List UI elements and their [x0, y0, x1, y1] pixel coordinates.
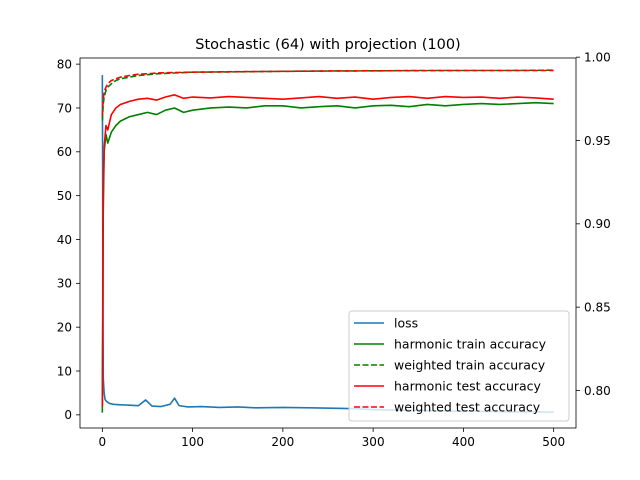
- chart-title: Stochastic (64) with projection (100): [195, 37, 460, 53]
- series-line-3: [101, 69, 554, 121]
- y-right-tick-label: 1.00: [584, 50, 611, 64]
- series-line-5: [101, 69, 554, 116]
- legend-label: weighted train accuracy: [394, 358, 546, 373]
- y-left-tick-label: 80: [57, 57, 72, 71]
- y-left-tick-label: 0: [64, 408, 72, 422]
- x-tick-label: 200: [271, 435, 294, 449]
- x-tick-label: 0: [99, 435, 107, 449]
- y-left-tick-label: 40: [57, 233, 72, 247]
- y-left-tick-label: 70: [57, 101, 72, 115]
- series-line-4: [101, 94, 554, 407]
- y-right-tick-label: 0.90: [584, 217, 611, 231]
- y-axis-right: 0.80 0.85 0.90 0.95 1.00: [576, 50, 611, 398]
- plot-frame: [79, 57, 577, 429]
- y-right-tick-label: 0.80: [584, 384, 611, 398]
- y-right-tick-label: 0.95: [584, 134, 611, 148]
- legend-label: harmonic train accuracy: [394, 337, 547, 352]
- y-left-tick-label: 50: [57, 189, 72, 203]
- x-tick-label: 400: [452, 435, 475, 449]
- series-line-2: [101, 101, 554, 413]
- y-left-tick-label: 30: [57, 277, 72, 291]
- y-right-tick-label: 0.85: [584, 300, 611, 314]
- x-axis: 0 100 200 300 400 500: [99, 428, 565, 449]
- x-tick-label: 300: [362, 435, 385, 449]
- y-left-tick-label: 10: [57, 364, 72, 378]
- x-tick-label: 100: [181, 435, 204, 449]
- legend-box: [348, 310, 570, 422]
- x-tick-label: 500: [542, 435, 565, 449]
- legend-label: harmonic test accuracy: [394, 379, 542, 394]
- legend: loss harmonic train accuracy weighted trai…: [348, 310, 570, 422]
- legend-label: loss: [394, 316, 418, 331]
- legend-label: weighted test accuracy: [394, 400, 541, 415]
- y-left-tick-label: 20: [57, 320, 72, 334]
- y-axis-left: 0 10 20 30 40 50 60 70 80: [57, 57, 80, 422]
- y-left-tick-label: 60: [57, 145, 72, 159]
